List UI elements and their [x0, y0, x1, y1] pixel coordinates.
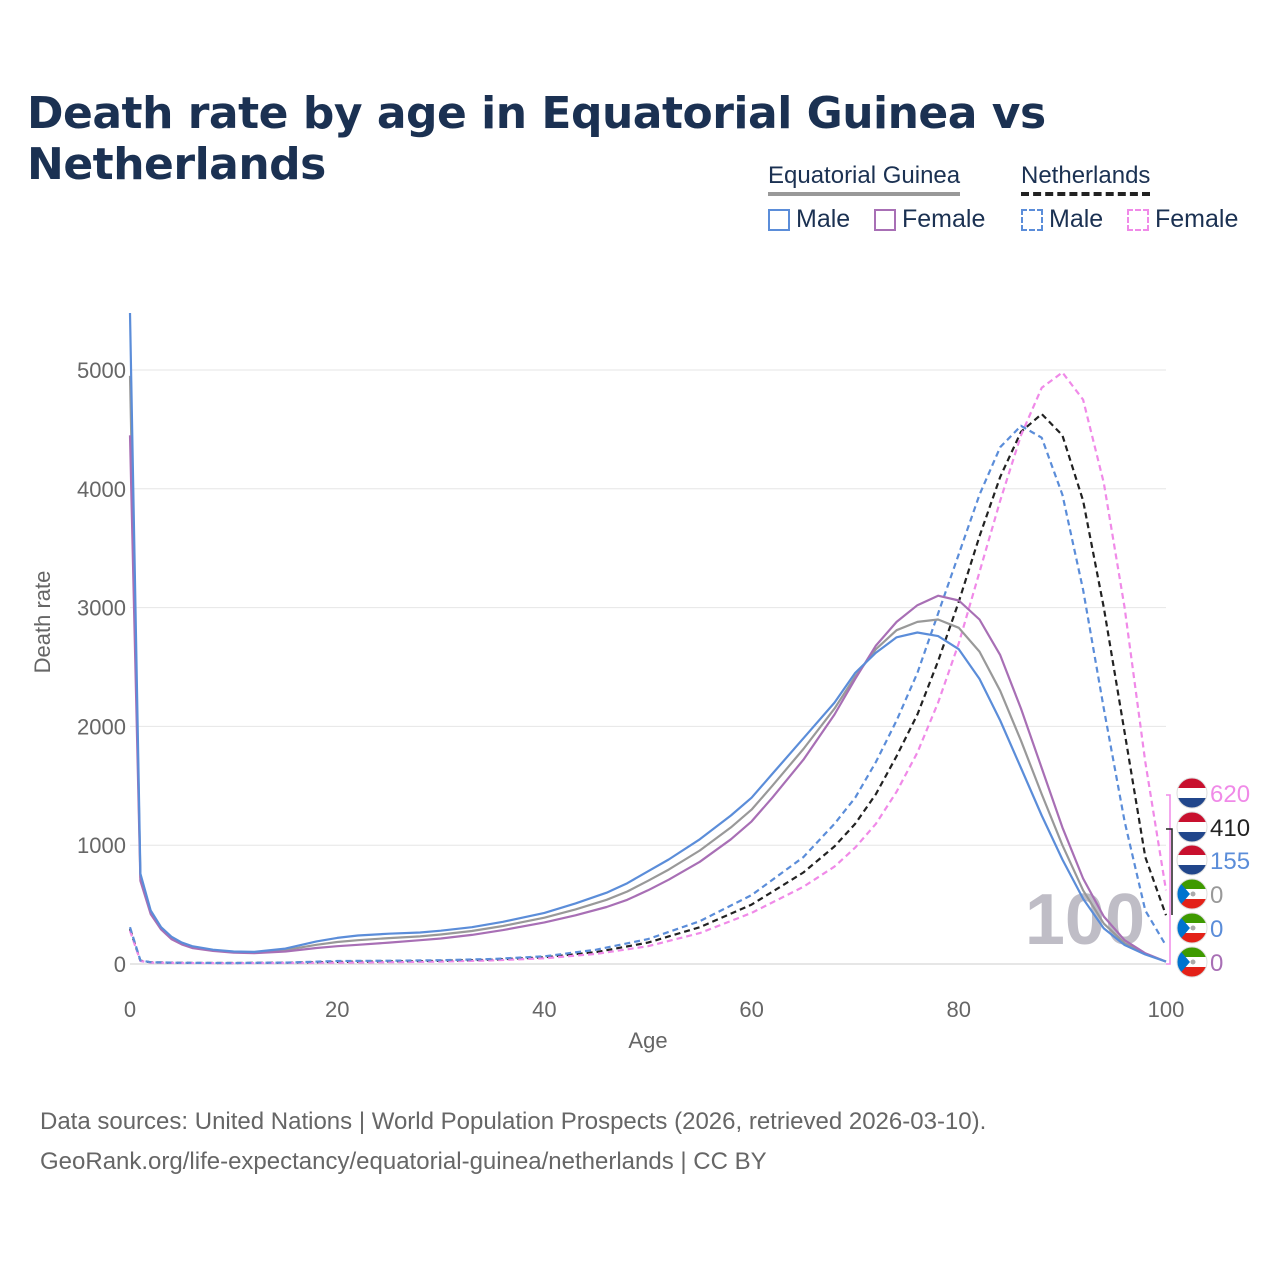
connector-nl-total [1166, 828, 1173, 915]
y-axis-label: Death rate [30, 571, 55, 674]
x-tick-label: 80 [947, 997, 971, 1022]
end-label-value: 410 [1210, 815, 1250, 842]
end-label-value: 0 [1210, 950, 1223, 977]
y-axis-ticks: 0 1000 2000 3000 4000 5000 [77, 358, 126, 977]
connector-nl-female [1166, 794, 1171, 965]
x-tick-label: 20 [325, 997, 349, 1022]
x-tick-label: 60 [739, 997, 763, 1022]
gridlines [130, 369, 1166, 965]
y-tick-label: 4000 [77, 477, 126, 502]
end-label-value: 155 [1210, 848, 1250, 875]
footer-attribution[interactable]: GeoRank.org/life-expectancy/equatorial-g… [40, 1148, 767, 1175]
end-labels: 620 410 155 0 0 0 [1166, 777, 1250, 978]
legend-label-eg-female: Female [902, 205, 986, 233]
x-tick-label: 40 [532, 997, 556, 1022]
flag-netherlands-icon [1176, 811, 1208, 843]
y-tick-label: 3000 [77, 596, 126, 621]
series-line-equatorial-guinea-male[interactable] [128, 312, 1167, 963]
y-tick-label: 5000 [77, 358, 126, 383]
series-line-netherlands-male[interactable] [128, 424, 1167, 965]
legend-swatch-eg-female [874, 209, 896, 231]
legend-item-nl-female[interactable]: Female [1127, 205, 1238, 234]
x-tick-label: 0 [124, 997, 136, 1022]
x-axis-label: Age [628, 1028, 667, 1053]
end-label-value: 620 [1210, 781, 1250, 808]
flag-equatorial-guinea-icon [1176, 878, 1208, 910]
end-label-value: 0 [1210, 882, 1223, 909]
legend-label-eg-male: Male [796, 205, 851, 233]
flag-equatorial-guinea-icon [1176, 912, 1208, 944]
y-tick-label: 2000 [77, 714, 126, 739]
series-line-equatorial-guinea-female[interactable] [128, 435, 1167, 963]
x-axis-ticks: 0 20 40 60 80 100 [124, 997, 1184, 1022]
series-line-netherlands-female[interactable] [128, 371, 1168, 965]
legend-swatch-nl-male [1021, 209, 1043, 231]
end-label-value: 0 [1210, 916, 1223, 943]
legend-swatch-eg-male [768, 209, 790, 231]
flag-equatorial-guinea-icon [1176, 946, 1208, 978]
legend-label-nl-male: Male [1049, 205, 1104, 233]
legend-item-nl-male[interactable]: Male [1021, 205, 1103, 234]
y-tick-label: 1000 [77, 833, 126, 858]
legend-swatch-nl-female [1127, 209, 1149, 231]
footer-sources: Data sources: United Nations | World Pop… [40, 1108, 987, 1135]
series-lines [128, 312, 1168, 965]
flag-netherlands-icon [1176, 777, 1208, 809]
x-tick-label: 100 [1148, 997, 1185, 1022]
legend-group-netherlands[interactable]: Netherlands [1021, 162, 1151, 196]
flag-netherlands-icon [1176, 844, 1208, 876]
legend-item-eg-female[interactable]: Female [874, 205, 985, 234]
series-line-equatorial-guinea-total[interactable] [128, 375, 1167, 963]
legend-label-nl-female: Female [1155, 205, 1239, 233]
chart-title: Death rate by age in Equatorial Guinea v… [27, 88, 1046, 190]
y-tick-label: 0 [114, 952, 126, 977]
legend-group-equatorial-guinea[interactable]: Equatorial Guinea [768, 162, 961, 196]
legend-item-eg-male[interactable]: Male [768, 205, 850, 234]
